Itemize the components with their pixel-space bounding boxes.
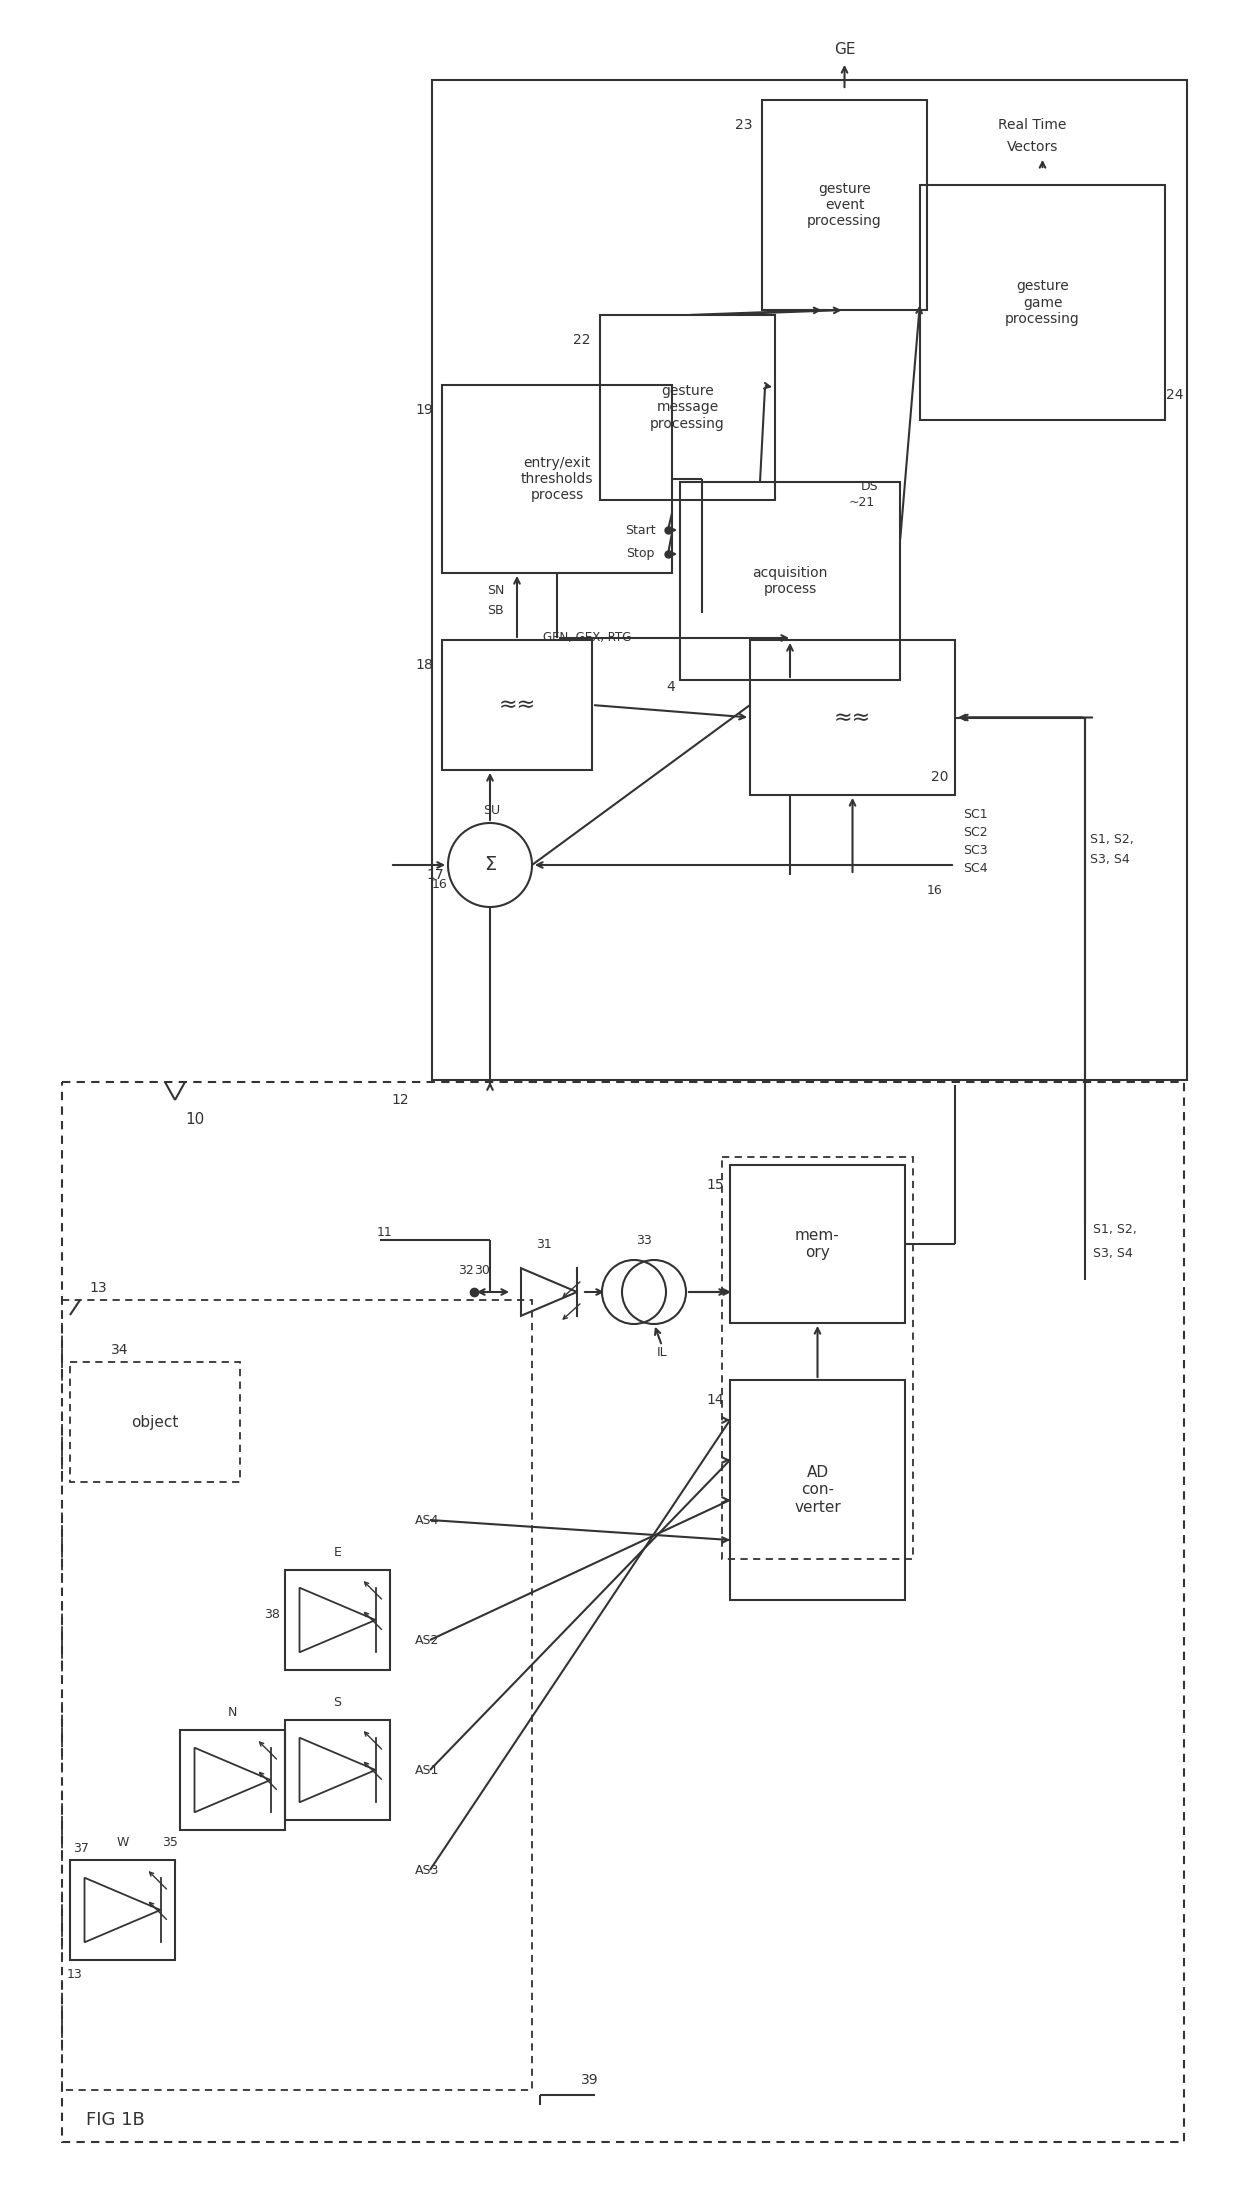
Text: gesture
message
processing: gesture message processing <box>650 384 725 430</box>
Bar <box>62 1081 1184 2142</box>
Text: AS3: AS3 <box>415 1864 439 1877</box>
Text: 37: 37 <box>73 1842 89 1855</box>
Text: 15: 15 <box>707 1178 724 1191</box>
Bar <box>69 1860 175 1959</box>
Text: S1, S2,: S1, S2, <box>1092 1224 1137 1238</box>
Text: 23: 23 <box>735 117 753 132</box>
Text: Stop: Stop <box>626 547 655 560</box>
Text: S3, S4: S3, S4 <box>1090 854 1130 867</box>
Text: ≈≈: ≈≈ <box>833 708 872 728</box>
Bar <box>441 386 672 574</box>
Text: SB: SB <box>487 604 503 618</box>
Text: 18: 18 <box>415 657 433 673</box>
Text: AS2: AS2 <box>415 1632 439 1646</box>
Text: 34: 34 <box>112 1343 129 1357</box>
Text: 35: 35 <box>162 1835 177 1849</box>
Text: Vectors: Vectors <box>1007 139 1058 154</box>
Text: 20: 20 <box>931 770 949 783</box>
Bar <box>763 99 928 311</box>
Text: gesture
event
processing: gesture event processing <box>807 181 882 227</box>
Text: 16: 16 <box>928 882 942 896</box>
Text: SU: SU <box>484 803 501 816</box>
Bar <box>69 1361 241 1482</box>
Bar <box>730 1381 905 1599</box>
Text: AS4: AS4 <box>415 1513 439 1527</box>
Text: E: E <box>334 1546 341 1557</box>
Text: IL: IL <box>657 1346 667 1359</box>
Text: mem-
ory: mem- ory <box>795 1229 839 1260</box>
Text: 22: 22 <box>573 333 590 346</box>
Text: acquisition
process: acquisition process <box>753 567 827 596</box>
Text: 24: 24 <box>1167 388 1184 401</box>
Text: GE: GE <box>833 42 856 57</box>
Text: SN: SN <box>487 585 505 598</box>
Text: S1, S2,: S1, S2, <box>1090 834 1133 847</box>
Text: W: W <box>117 1835 129 1849</box>
Bar <box>285 1571 391 1670</box>
Text: 31: 31 <box>536 1238 552 1251</box>
Text: FIG 1B: FIG 1B <box>86 2111 144 2129</box>
Text: 11: 11 <box>377 1227 393 1238</box>
Text: Real Time: Real Time <box>998 117 1066 132</box>
Bar <box>750 640 955 794</box>
Text: gesture
game
processing: gesture game processing <box>1006 280 1080 326</box>
Bar <box>432 79 1187 1081</box>
Text: 38: 38 <box>264 1608 280 1621</box>
Bar <box>441 640 591 770</box>
Text: entry/exit
thresholds
process: entry/exit thresholds process <box>521 457 593 503</box>
Text: 16: 16 <box>432 878 448 891</box>
Text: SC3: SC3 <box>963 845 987 858</box>
Text: SC4: SC4 <box>963 863 987 876</box>
Bar <box>285 1721 391 1820</box>
Text: SC2: SC2 <box>963 827 987 840</box>
Text: 17: 17 <box>427 867 444 882</box>
Text: SC1: SC1 <box>963 810 987 821</box>
Bar <box>722 1156 913 1560</box>
Text: Σ: Σ <box>484 856 496 874</box>
Bar <box>920 185 1166 419</box>
Text: 4: 4 <box>667 679 676 695</box>
Text: Start: Start <box>625 523 655 536</box>
Text: 14: 14 <box>707 1392 724 1407</box>
Text: 13: 13 <box>89 1282 107 1295</box>
Text: 33: 33 <box>636 1233 652 1246</box>
Text: 12: 12 <box>391 1092 409 1107</box>
Text: S3, S4: S3, S4 <box>1092 1246 1133 1260</box>
Text: AS1: AS1 <box>415 1763 439 1776</box>
Text: S: S <box>334 1696 341 1707</box>
Text: 39: 39 <box>582 2074 599 2087</box>
Text: ~21: ~21 <box>849 496 875 510</box>
Text: DS: DS <box>862 479 879 492</box>
Text: 13: 13 <box>67 1968 83 1981</box>
Text: AD
con-
verter: AD con- verter <box>794 1465 841 1516</box>
Bar <box>730 1165 905 1324</box>
Text: GEN, GEX, RTG: GEN, GEX, RTG <box>543 631 631 644</box>
Bar <box>600 315 775 501</box>
Text: 19: 19 <box>415 404 433 417</box>
Text: ≈≈: ≈≈ <box>498 695 536 715</box>
Text: N: N <box>228 1705 237 1718</box>
Bar <box>680 481 900 679</box>
Text: 30: 30 <box>474 1264 490 1277</box>
Text: 32: 32 <box>458 1264 474 1277</box>
Bar <box>62 1299 532 2089</box>
Bar <box>180 1730 285 1831</box>
Text: object: object <box>131 1414 179 1429</box>
Text: 10: 10 <box>185 1112 205 1127</box>
